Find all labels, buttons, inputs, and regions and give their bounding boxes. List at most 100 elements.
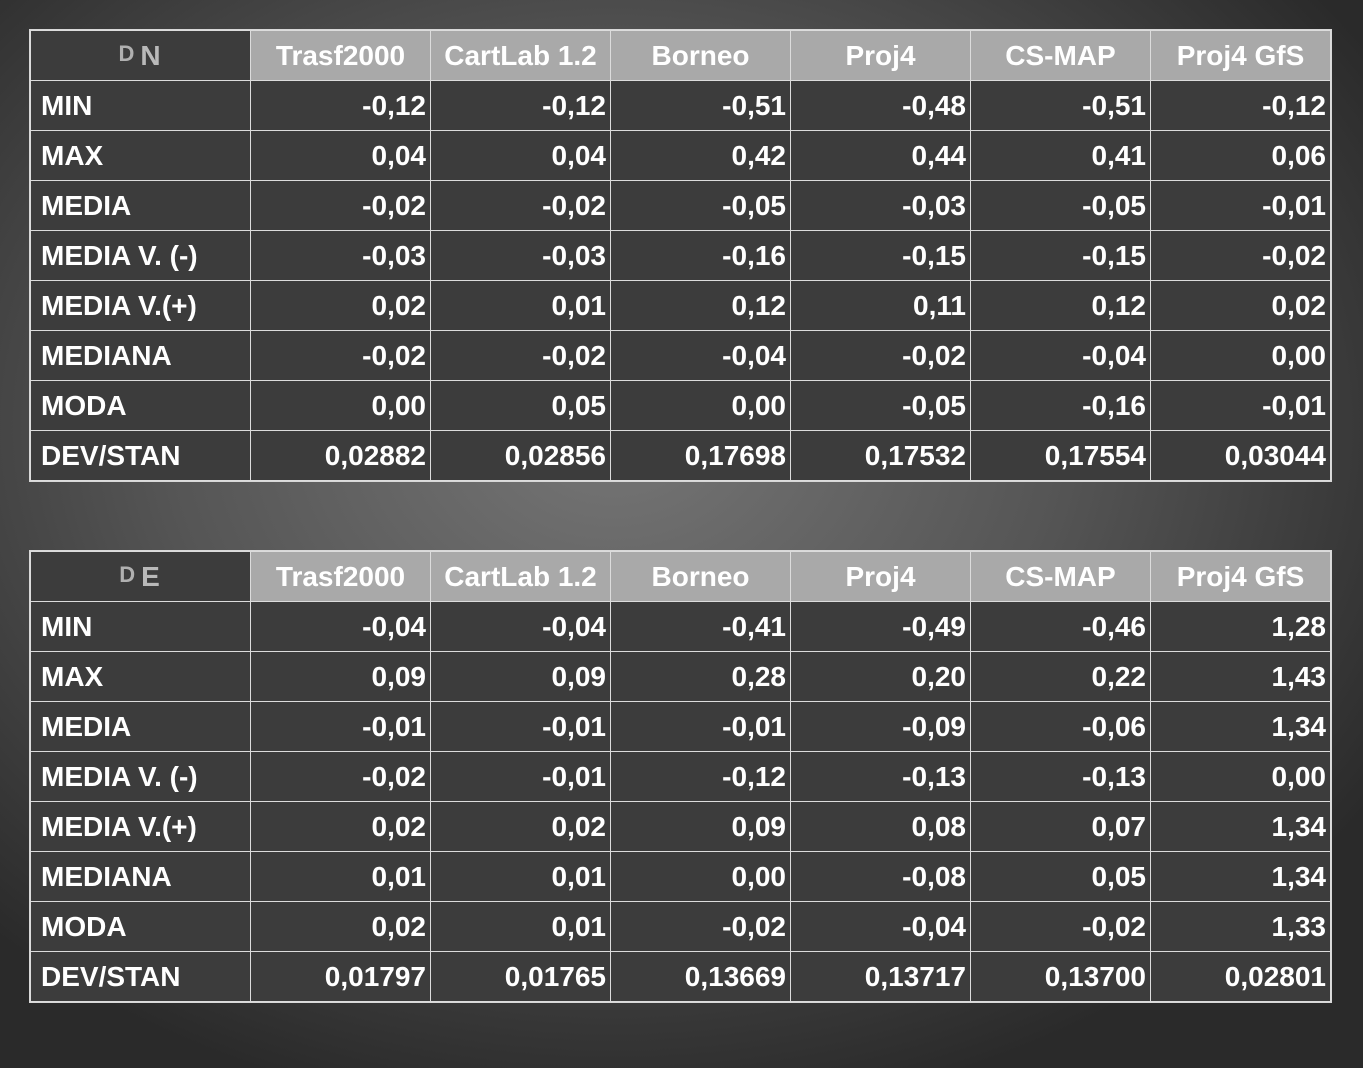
row-label: MODA: [31, 381, 251, 431]
cell-value: -0,04: [431, 602, 611, 652]
cell-value: -0,12: [251, 81, 431, 131]
column-header: Trasf2000: [251, 552, 431, 602]
cell-value: -0,16: [971, 381, 1151, 431]
row-label: MEDIA V. (-): [31, 231, 251, 281]
cell-value: 0,02882: [251, 431, 431, 481]
cell-value: -0,05: [611, 181, 791, 231]
cell-value: 0,08: [791, 802, 971, 852]
cell-value: 0,07: [971, 802, 1151, 852]
cell-value: -0,01: [1151, 381, 1331, 431]
cell-value: 0,01: [431, 852, 611, 902]
stats-table-de: DE Trasf2000 CartLab 1.2 Borneo Proj4 CS…: [30, 551, 1331, 1002]
cell-value: -0,02: [431, 331, 611, 381]
cell-value: -0,41: [611, 602, 791, 652]
cell-value: -0,09: [791, 702, 971, 752]
cell-value: -0,04: [611, 331, 791, 381]
table-row: MIN -0,12 -0,12 -0,51 -0,48 -0,51 -0,12: [31, 81, 1331, 131]
table-row: DEV/STAN 0,01797 0,01765 0,13669 0,13717…: [31, 952, 1331, 1002]
column-header: Proj4: [791, 31, 971, 81]
table-row: MODA 0,02 0,01 -0,02 -0,04 -0,02 1,33: [31, 902, 1331, 952]
row-label: MEDIA: [31, 702, 251, 752]
cell-value: -0,02: [791, 331, 971, 381]
cell-value: 0,02: [431, 802, 611, 852]
cell-value: 0,13700: [971, 952, 1151, 1002]
cell-value: 0,09: [431, 652, 611, 702]
cell-value: 0,11: [791, 281, 971, 331]
cell-value: 0,20: [791, 652, 971, 702]
cell-value: -0,01: [431, 752, 611, 802]
cell-value: 0,42: [611, 131, 791, 181]
column-header: CS-MAP: [971, 552, 1151, 602]
cell-value: -0,01: [611, 702, 791, 752]
cell-value: 0,02856: [431, 431, 611, 481]
cell-value: 0,02: [251, 281, 431, 331]
cell-value: 0,22: [971, 652, 1151, 702]
cell-value: -0,03: [431, 231, 611, 281]
row-label: MEDIA V. (-): [31, 752, 251, 802]
cell-value: -0,03: [251, 231, 431, 281]
cell-value: 0,09: [611, 802, 791, 852]
cell-value: 0,00: [251, 381, 431, 431]
cell-value: 0,04: [431, 131, 611, 181]
cell-value: -0,13: [971, 752, 1151, 802]
cell-value: 0,17698: [611, 431, 791, 481]
cell-value: -0,04: [251, 602, 431, 652]
row-label: MAX: [31, 652, 251, 702]
cell-value: -0,02: [251, 752, 431, 802]
cell-value: 0,13717: [791, 952, 971, 1002]
table-row: MAX 0,09 0,09 0,28 0,20 0,22 1,43: [31, 652, 1331, 702]
cell-value: 0,06: [1151, 131, 1331, 181]
cell-value: -0,06: [971, 702, 1151, 752]
cell-value: -0,02: [251, 331, 431, 381]
cell-value: 0,41: [971, 131, 1151, 181]
cell-value: -0,49: [791, 602, 971, 652]
cell-value: 1,43: [1151, 652, 1331, 702]
cell-value: -0,02: [971, 902, 1151, 952]
cell-value: 0,03044: [1151, 431, 1331, 481]
cell-value: 0,13669: [611, 952, 791, 1002]
column-header: Trasf2000: [251, 31, 431, 81]
cell-value: 0,01765: [431, 952, 611, 1002]
cell-value: -0,05: [791, 381, 971, 431]
table-row: MEDIA -0,02 -0,02 -0,05 -0,03 -0,05 -0,0…: [31, 181, 1331, 231]
row-label: MIN: [31, 81, 251, 131]
table-row: MIN -0,04 -0,04 -0,41 -0,49 -0,46 1,28: [31, 602, 1331, 652]
table-row: DEV/STAN 0,02882 0,02856 0,17698 0,17532…: [31, 431, 1331, 481]
column-header: CartLab 1.2: [431, 552, 611, 602]
stats-table-dn: DN Trasf2000 CartLab 1.2 Borneo Proj4 CS…: [30, 30, 1331, 481]
cell-value: 0,02801: [1151, 952, 1331, 1002]
row-label: DEV/STAN: [31, 952, 251, 1002]
cell-value: 0,00: [611, 381, 791, 431]
cell-value: -0,46: [971, 602, 1151, 652]
cell-value: 0,00: [1151, 331, 1331, 381]
table-header-row: DN Trasf2000 CartLab 1.2 Borneo Proj4 CS…: [31, 31, 1331, 81]
table-row: MODA 0,00 0,05 0,00 -0,05 -0,16 -0,01: [31, 381, 1331, 431]
cell-value: 0,12: [971, 281, 1151, 331]
cell-value: 1,33: [1151, 902, 1331, 952]
cell-value: 0,02: [251, 802, 431, 852]
cell-value: 0,17532: [791, 431, 971, 481]
cell-value: 0,01: [251, 852, 431, 902]
table-row: MEDIA V. (-) -0,03 -0,03 -0,16 -0,15 -0,…: [31, 231, 1331, 281]
cell-value: -0,08: [791, 852, 971, 902]
corner-prefix: D: [119, 562, 137, 587]
cell-value: -0,12: [1151, 81, 1331, 131]
cell-value: 0,17554: [971, 431, 1151, 481]
row-label: MEDIANA: [31, 852, 251, 902]
table-row: MEDIA -0,01 -0,01 -0,01 -0,09 -0,06 1,34: [31, 702, 1331, 752]
row-label: MAX: [31, 131, 251, 181]
cell-value: -0,01: [1151, 181, 1331, 231]
cell-value: 1,34: [1151, 802, 1331, 852]
cell-value: 0,28: [611, 652, 791, 702]
table-header-row: DE Trasf2000 CartLab 1.2 Borneo Proj4 CS…: [31, 552, 1331, 602]
cell-value: -0,04: [971, 331, 1151, 381]
table-row: MEDIA V.(+) 0,02 0,01 0,12 0,11 0,12 0,0…: [31, 281, 1331, 331]
cell-value: -0,15: [971, 231, 1151, 281]
cell-value: 0,44: [791, 131, 971, 181]
table-row: MAX 0,04 0,04 0,42 0,44 0,41 0,06: [31, 131, 1331, 181]
cell-value: -0,02: [611, 902, 791, 952]
cell-value: 0,02: [1151, 281, 1331, 331]
table-row: MEDIANA 0,01 0,01 0,00 -0,08 0,05 1,34: [31, 852, 1331, 902]
row-label: MIN: [31, 602, 251, 652]
cell-value: 0,12: [611, 281, 791, 331]
